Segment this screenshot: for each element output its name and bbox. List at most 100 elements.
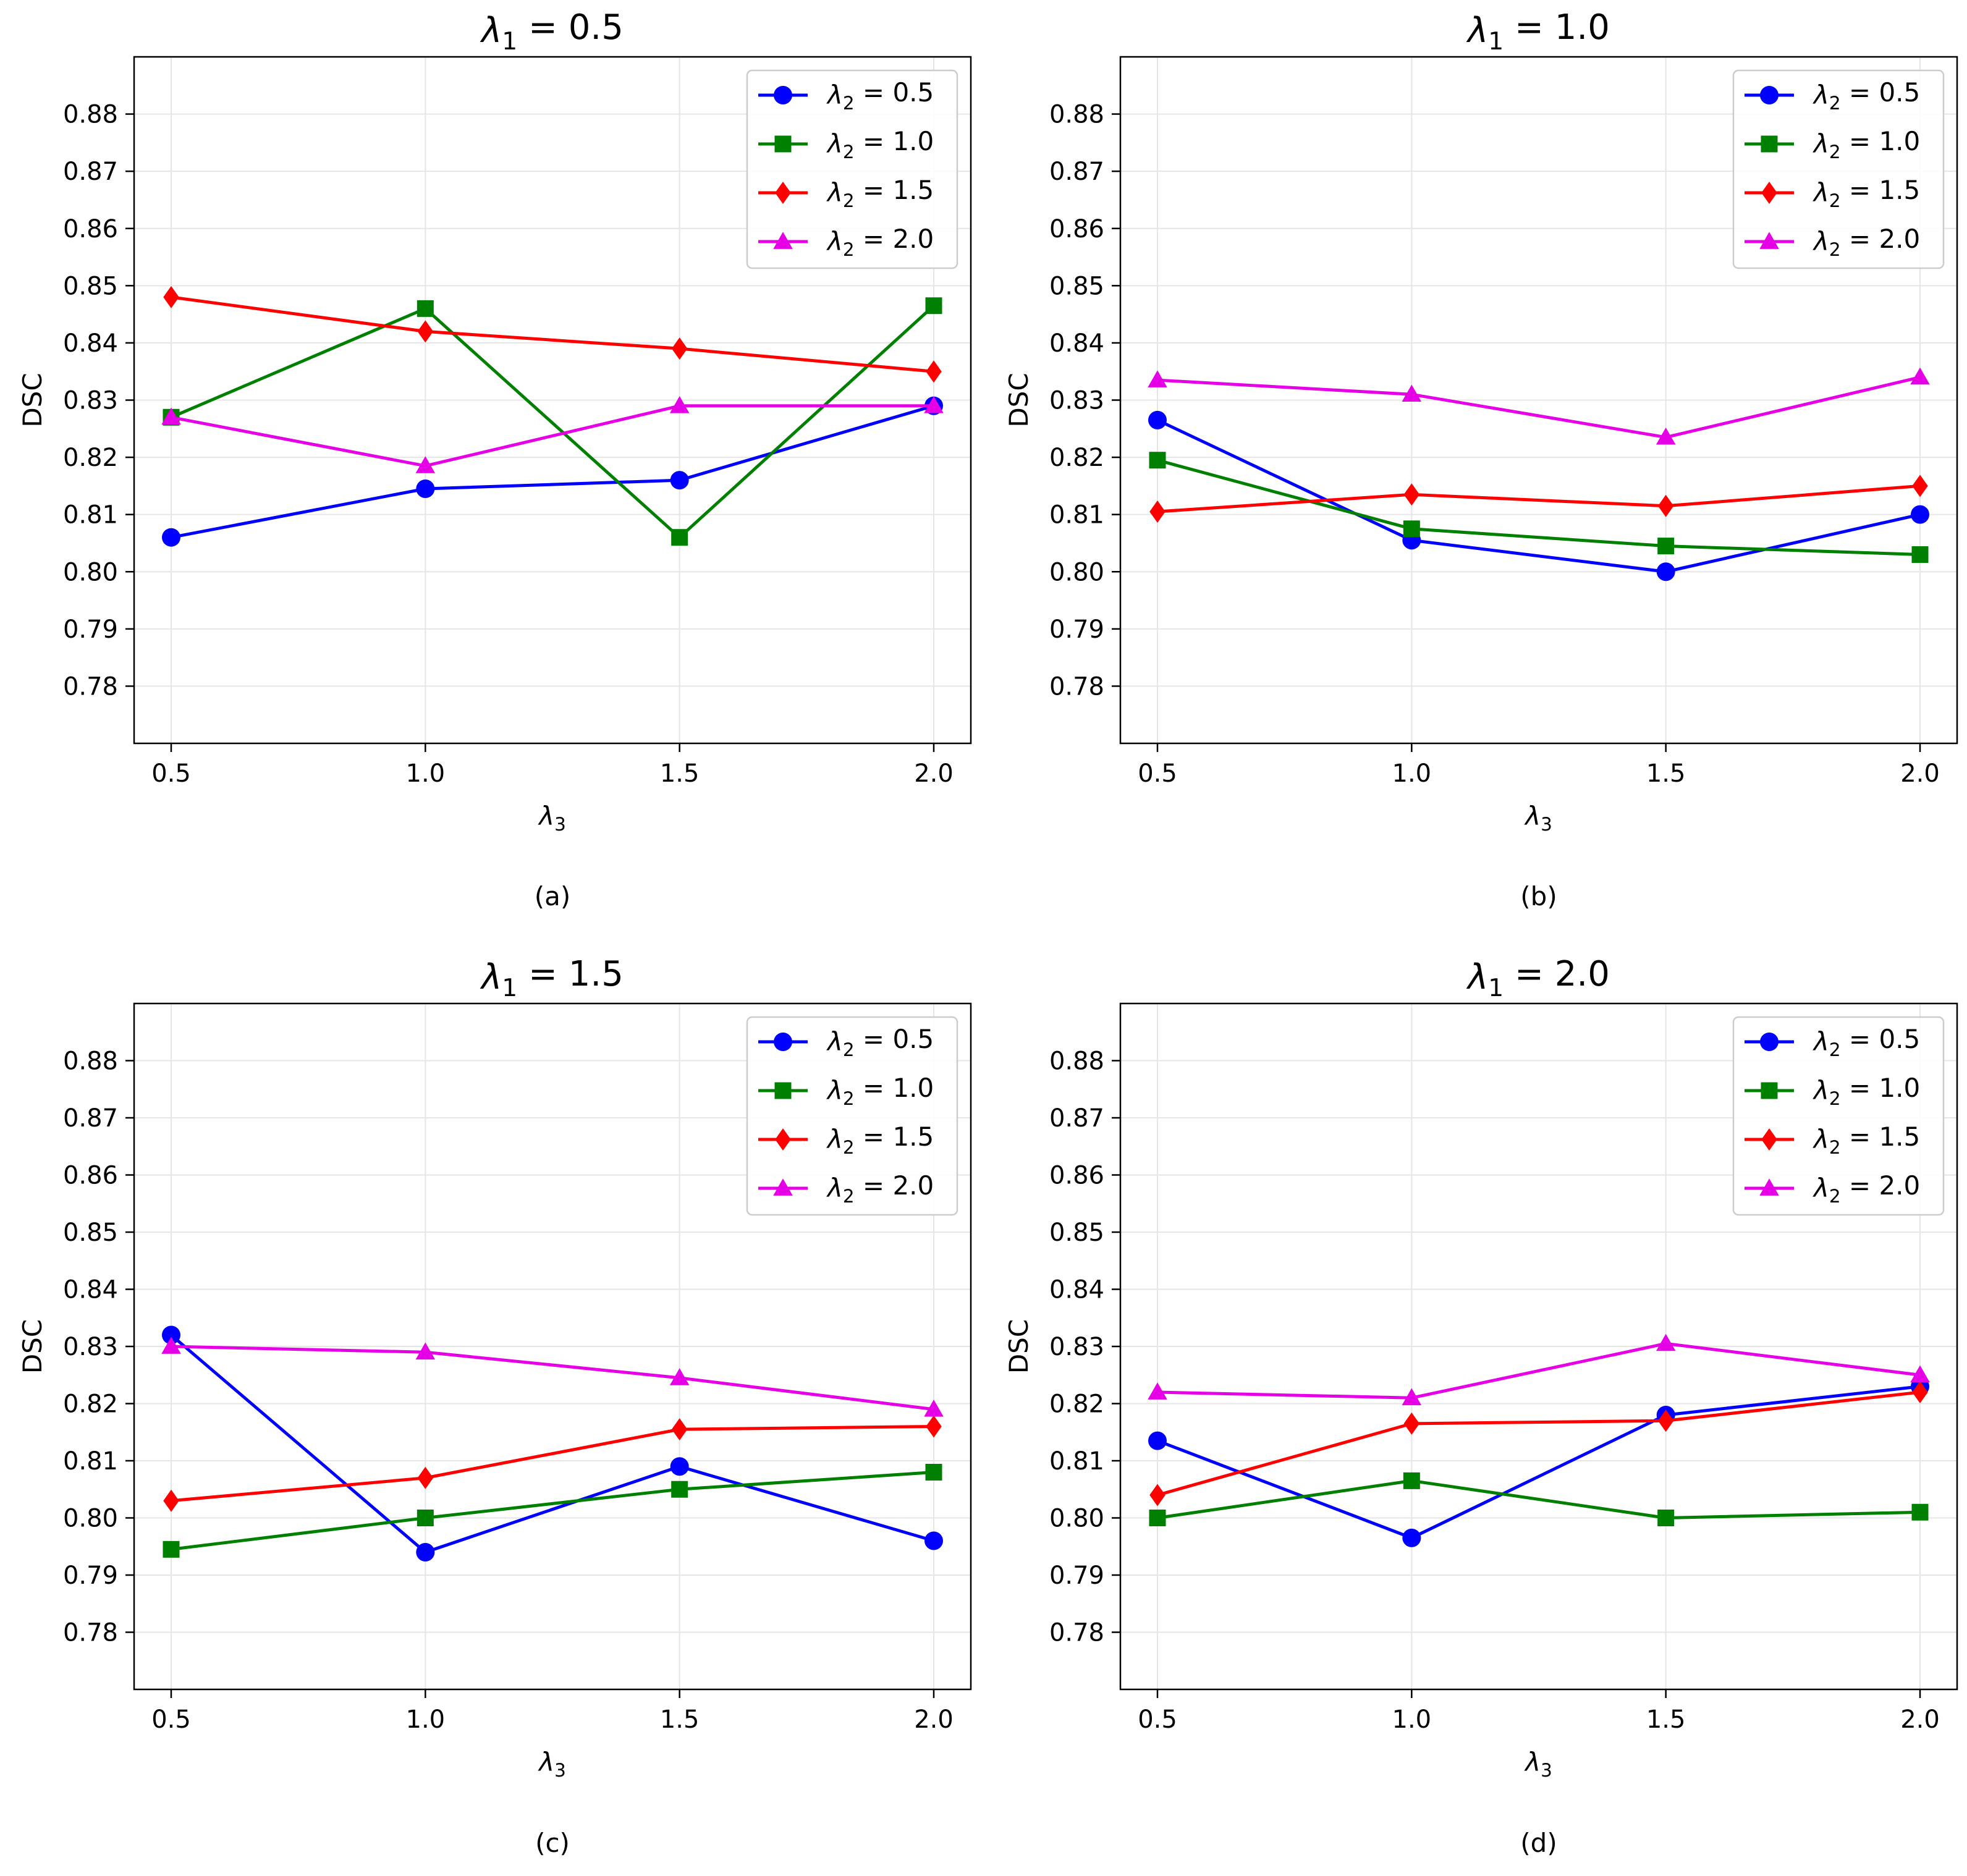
legend-marker — [773, 1178, 793, 1196]
x-axis-label-symbol: λ — [538, 801, 554, 831]
data-point — [926, 360, 942, 383]
data-point — [1656, 427, 1676, 445]
x-tick-label: 1.0 — [406, 759, 446, 788]
legend-label-value: = 1.5 — [1841, 1122, 1921, 1152]
legend-label-subscript: 2 — [1829, 239, 1841, 260]
legend-marker — [775, 1128, 791, 1151]
legend-label-value: = 0.5 — [1841, 1024, 1921, 1054]
legend-label-symbol: λ — [826, 129, 843, 159]
legend-marker — [774, 1033, 792, 1051]
legend-box — [1732, 1016, 1945, 1216]
data-point — [1148, 1431, 1167, 1450]
series-line — [1157, 376, 1921, 439]
x-axis-label: λ3 — [1524, 801, 1552, 835]
legend-entry: λ2 = 0.5 — [1745, 1024, 1920, 1060]
data-point — [1657, 1409, 1674, 1432]
data-point — [1148, 370, 1167, 387]
data-point — [671, 529, 688, 546]
data-point — [1402, 1388, 1422, 1406]
x-axis-label-subscript: 3 — [1541, 814, 1552, 835]
data-point — [1657, 494, 1674, 517]
series-4 — [1148, 367, 1930, 445]
series-line — [171, 404, 934, 539]
series-2 — [1149, 452, 1929, 563]
x-tick-label: 1.0 — [1392, 1705, 1432, 1734]
legend-marker — [775, 182, 791, 204]
series-line — [1157, 1479, 1921, 1519]
series-line — [171, 295, 934, 373]
y-tick-label: 0.88 — [1049, 1047, 1104, 1076]
x-tick-label: 0.5 — [151, 1705, 191, 1734]
data-point — [162, 1325, 180, 1345]
legend-label: λ2 = 1.0 — [1813, 1073, 1920, 1109]
data-point — [1911, 1503, 1929, 1521]
data-point — [1402, 384, 1422, 402]
data-point — [417, 1510, 434, 1526]
series-3 — [163, 285, 942, 383]
x-axis-label: λ3 — [538, 801, 566, 835]
panel-caption: (c) — [535, 1828, 570, 1858]
legend-label-symbol: λ — [826, 80, 843, 110]
data-point — [1657, 538, 1675, 555]
data-point — [1912, 475, 1928, 497]
plot-frame — [133, 1002, 972, 1691]
panel-title-subscript: 1 — [502, 974, 517, 1002]
legend-label-value: = 0.5 — [855, 1024, 934, 1054]
legend-label-subscript: 2 — [1829, 190, 1841, 211]
panel-caption: (d) — [1520, 1828, 1557, 1858]
y-tick-label: 0.87 — [63, 1104, 118, 1133]
x-axis-label-subscript: 3 — [1541, 1760, 1552, 1781]
legend: λ2 = 0.5λ2 = 1.0λ2 = 1.5λ2 = 2.0 — [746, 1016, 958, 1216]
data-point — [162, 528, 180, 547]
data-point — [924, 1400, 944, 1417]
data-point — [416, 480, 435, 499]
y-tick-label: 0.83 — [63, 1333, 118, 1361]
legend-label: λ2 = 1.5 — [826, 175, 934, 211]
data-point — [415, 456, 436, 473]
legend-label-symbol: λ — [1813, 177, 1829, 208]
panel-4: 0.78 0.79 0.80 0.81 0.82 0.83 0.84 0.85 0.86 0.87… — [1004, 954, 1958, 1858]
legend-entry: λ2 = 1.0 — [758, 126, 934, 163]
panel-title-symbol: λ — [1466, 957, 1488, 997]
data-point — [924, 396, 944, 413]
y-tick-label: 0.80 — [1049, 558, 1104, 586]
y-tick-label: 0.81 — [63, 1447, 118, 1476]
data-point — [671, 1481, 688, 1498]
data-point — [925, 297, 942, 315]
series-line — [1157, 1342, 1921, 1400]
panel-title: λ1 = 1.5 — [480, 954, 624, 1002]
legend-entry: λ2 = 0.5 — [758, 77, 934, 114]
series-line — [171, 1345, 934, 1411]
legend-entry: λ2 = 1.0 — [758, 1073, 934, 1109]
series-1 — [1148, 410, 1929, 581]
y-tick-label: 0.81 — [1049, 501, 1104, 530]
data-point — [1148, 1382, 1167, 1400]
panel-title-subscript: 1 — [502, 28, 517, 56]
panel-3: 0.78 0.79 0.80 0.81 0.82 0.83 0.84 0.85 0.86 0.87… — [17, 954, 972, 1858]
data-point — [669, 396, 690, 413]
y-tick-label: 0.82 — [63, 444, 118, 472]
series-line — [171, 1471, 934, 1551]
legend-label-subscript: 2 — [843, 190, 855, 211]
data-point — [1149, 1510, 1166, 1526]
series-line — [171, 304, 935, 539]
legend-marker — [1760, 1033, 1779, 1051]
legend-box — [1732, 69, 1945, 269]
y-tick-label: 0.78 — [63, 1619, 118, 1647]
legend-marker — [773, 232, 793, 249]
panel-title: λ1 = 1.0 — [1466, 7, 1610, 56]
y-tick-label: 0.86 — [63, 215, 118, 243]
y-tick-label: 0.88 — [63, 101, 118, 129]
legend: λ2 = 0.5λ2 = 1.0λ2 = 1.5λ2 = 2.0 — [746, 69, 958, 269]
legend-entry: λ2 = 1.5 — [1745, 175, 1920, 211]
series-4 — [1148, 1333, 1930, 1406]
legend-label-subscript: 2 — [843, 1039, 855, 1060]
panel-title-value: = 2.0 — [1504, 954, 1610, 994]
legend-label-subscript: 2 — [1829, 93, 1841, 114]
legend-label: λ2 = 0.5 — [1813, 1024, 1920, 1060]
legend-label-value: = 0.5 — [1841, 77, 1921, 108]
data-point — [671, 337, 688, 360]
y-tick-label: 0.87 — [63, 158, 118, 186]
legend-label-symbol: λ — [826, 1026, 843, 1057]
legend-entry: λ2 = 2.0 — [1745, 224, 1920, 260]
